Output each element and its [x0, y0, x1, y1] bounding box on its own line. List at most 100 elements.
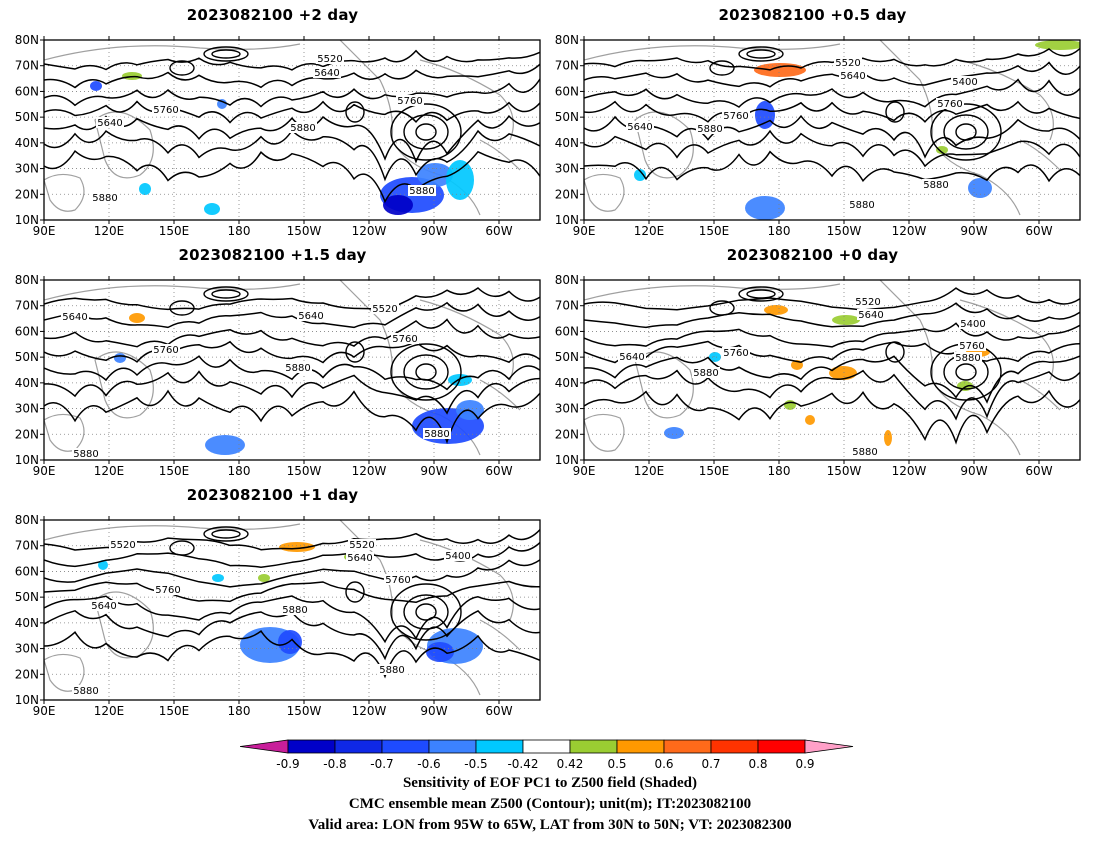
lat-tick-label: 60N [555, 84, 579, 98]
z500-closed-contour [203, 46, 249, 62]
z500-contour [44, 78, 540, 108]
coastline [44, 43, 301, 61]
contour-label: 5640 [840, 71, 865, 82]
colorbar-graphic: -0.9 -0.8 -0.7 -0.6 -0.5 -0.42 0.42 0.5 0.6 0.7 0.… [239, 739, 854, 771]
sensitivity-shading [90, 81, 102, 91]
lon-tick-label: 120E [634, 224, 665, 238]
caption-line-3: Valid area: LON from 95W to 65W, LAT fro… [308, 817, 792, 833]
lon-tick-label: 120E [94, 464, 125, 478]
z500-contour [584, 100, 1080, 123]
contour-label: 5760 [385, 575, 410, 586]
z500-closed-contour [390, 583, 462, 641]
contour-label: 5880 [73, 449, 98, 460]
lat-tick-label: 70N [15, 299, 39, 313]
lon-tick-label: 150W [827, 224, 862, 238]
z500-closed-contour [885, 341, 905, 363]
lat-tick-label: 20N [555, 187, 579, 201]
caption-line-2: CMC ensemble mean Z500 (Contour); unit(m… [348, 796, 752, 812]
colorbar-tick-label: -0.7 [370, 757, 393, 771]
contour-label: 5880 [849, 200, 874, 211]
contour-label: 5880 [424, 429, 449, 440]
lat-tick-label: 30N [555, 162, 579, 176]
coastline [584, 173, 625, 212]
lon-tick-label: 60W [1025, 464, 1052, 478]
contour-label: 5880 [290, 123, 315, 134]
lon-tick-label: 60W [485, 224, 512, 238]
sensitivity-shading [754, 63, 806, 77]
lat-tick-label: 30N [15, 162, 39, 176]
map-plot: 5520 5640 5760 5640 5760 5880 5880 5880 90E 120E 1… [15, 273, 541, 478]
colorbar-tick-label: 0.42 [557, 757, 584, 771]
sensitivity-shading [417, 163, 453, 187]
lat-tick-label: 70N [15, 59, 39, 73]
z500-contour [44, 630, 540, 679]
map-frame [583, 279, 1081, 461]
lat-tick-label: 80N [555, 33, 579, 47]
contour-label: 5520 [110, 540, 135, 551]
coastline [479, 139, 521, 171]
lon-tick-label: 90W [960, 464, 987, 478]
z500-contour [44, 355, 540, 391]
coastline [634, 111, 694, 179]
contour-label: 5880 [693, 368, 718, 379]
map-frame [43, 279, 541, 461]
coastline [584, 43, 841, 61]
lat-tick-label: 10N [15, 693, 39, 707]
lon-tick-label: 90W [960, 224, 987, 238]
lon-tick-label: 90E [33, 224, 56, 238]
sensitivity-shading [446, 160, 474, 200]
lon-tick-label: 90E [573, 464, 596, 478]
map-plot: 5520 5640 5760 5640 5760 5880 5880 5880 90E 120E 1… [15, 33, 541, 238]
colorbar-segment [663, 739, 712, 754]
map-panel-plus1day: 2023082100 +1 day 5520 5520 5640 5400 5760 57… [0, 480, 545, 720]
lon-tick-label: 150W [287, 464, 322, 478]
z500-contour [584, 302, 1080, 329]
z500-contour [44, 114, 540, 164]
coastline [44, 173, 85, 212]
lon-tick-label: 60W [1025, 224, 1052, 238]
colorbar-tick-label: 0.8 [748, 757, 767, 771]
z500-contour [584, 78, 1080, 108]
panel-title: 2023082100 +1 day [186, 486, 359, 504]
colorbar-segment [287, 739, 336, 754]
lon-tick-label: 60W [485, 464, 512, 478]
contour-label: 5880 [282, 605, 307, 616]
z500-contour [44, 287, 540, 311]
contour-label: 5880 [852, 447, 877, 458]
map-plot: 5520 5520 5640 5400 5760 5760 5640 5880 5880 5880… [15, 513, 541, 718]
z500-contour [44, 301, 540, 329]
sensitivity-shading [805, 415, 815, 425]
z500-contour [44, 580, 540, 604]
colorbar-tick-label: 0.5 [607, 757, 626, 771]
z500-closed-contour [345, 341, 365, 363]
z500-closed-contour [211, 49, 241, 59]
sensitivity-shading [129, 313, 145, 323]
sensitivity-shading [764, 305, 788, 315]
lon-tick-label: 90W [420, 464, 447, 478]
z500-contour [44, 340, 540, 364]
sensitivity-shading [884, 430, 892, 446]
z500-contour [44, 63, 540, 89]
lon-tick-label: 150W [287, 224, 322, 238]
z500-contour [584, 114, 1080, 159]
lat-tick-label: 40N [15, 376, 39, 390]
contour-label: 5880 [73, 686, 98, 697]
coastline [959, 299, 1054, 381]
map-panel-plus1.5day: 2023082100 +1.5 day 5520 5640 5760 5640 5760… [0, 240, 545, 480]
contour-label: 5760 [397, 96, 422, 107]
lon-tick-label: 150E [159, 224, 190, 238]
coastline [419, 59, 514, 141]
panel-title: 2023082100 +1.5 day [178, 246, 367, 264]
sensitivity-shading [114, 353, 126, 363]
z500-closed-contour [746, 49, 776, 59]
map-frame [583, 39, 1081, 221]
lat-tick-label: 50N [15, 350, 39, 364]
colorbar-segment [522, 739, 571, 754]
z500-closed-contour [709, 60, 735, 76]
colorbar-segment [569, 739, 618, 754]
contour-label: 5640 [91, 601, 116, 612]
z500-closed-contour [345, 101, 365, 123]
z500-closed-contour [390, 103, 462, 161]
